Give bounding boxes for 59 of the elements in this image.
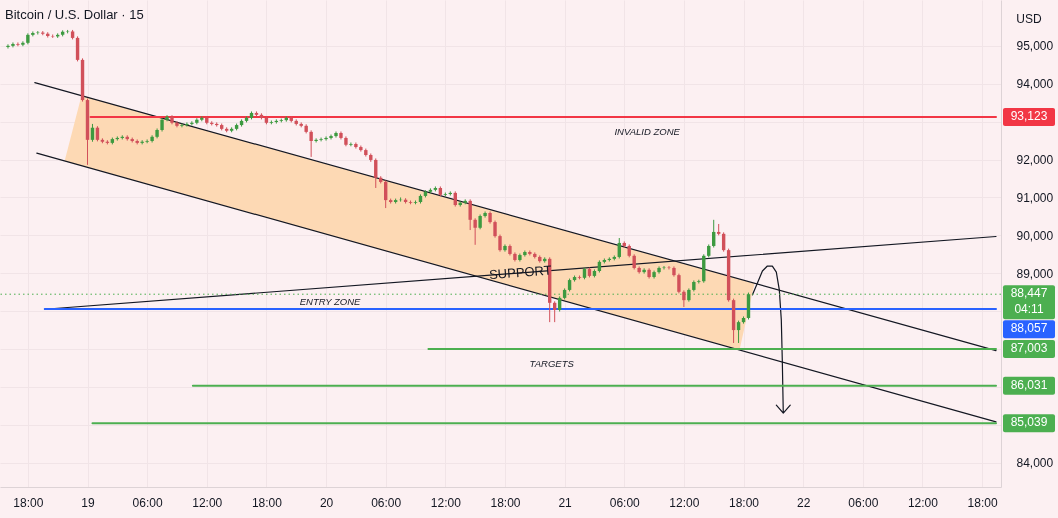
candlestick xyxy=(185,121,189,128)
candlestick xyxy=(190,120,194,126)
x-tick-label: 06:00 xyxy=(132,495,163,510)
candlestick xyxy=(314,137,318,143)
annotation: INVALID ZONE xyxy=(614,125,681,137)
candlestick xyxy=(175,120,179,128)
x-tick-label: 12:00 xyxy=(669,495,700,510)
candlestick xyxy=(11,41,15,48)
text: Bitcoin / U.S. Dollar · 15 xyxy=(5,7,144,22)
annotation: TARGETS xyxy=(529,357,575,369)
data-label: 93,123 xyxy=(1010,108,1048,123)
candlestick xyxy=(354,142,358,150)
candlestick xyxy=(21,40,25,47)
candlestick xyxy=(309,129,313,158)
candlestick xyxy=(180,123,184,128)
candlestick xyxy=(523,250,527,258)
candlestick xyxy=(642,267,646,275)
x-tick-label: 18:00 xyxy=(967,495,998,510)
x-tick-label: 06:00 xyxy=(848,495,879,510)
data-label: 85,039 xyxy=(1010,415,1048,430)
candlestick xyxy=(145,138,149,144)
candlestick xyxy=(165,114,169,122)
x-tick-label: 18:00 xyxy=(13,495,44,510)
x-tick-label: 20 xyxy=(319,495,334,510)
x-tick-label: 18:00 xyxy=(251,495,283,510)
y-tick-label: 84,000 xyxy=(1016,456,1054,471)
x-tick-label: 18:00 xyxy=(490,495,521,510)
candlestick xyxy=(324,135,328,142)
y-tick-label: 94,000 xyxy=(1016,77,1054,92)
y-tick-label: 91,000 xyxy=(1016,190,1054,205)
candlestick xyxy=(16,41,20,47)
x-tick-label: 18:00 xyxy=(729,495,760,510)
data-label: 88,057 xyxy=(1010,321,1048,336)
x-tick-label: 12:00 xyxy=(192,495,223,510)
x-tick-label: 21 xyxy=(558,495,573,510)
candlestick xyxy=(682,289,686,308)
annotation: ENTRY ZONE xyxy=(299,296,362,308)
y-tick-label: 92,000 xyxy=(1016,153,1054,168)
x-tick-label: 06:00 xyxy=(609,495,641,510)
x-tick-label: 22 xyxy=(796,495,811,510)
x-tick-label: 12:00 xyxy=(907,495,939,510)
ref-line-label: 88,447 04:11 xyxy=(1010,286,1048,317)
y-tick-label: 95,000 xyxy=(1016,39,1054,54)
data-label: 86,031 xyxy=(1010,377,1048,392)
candlestick xyxy=(503,243,507,253)
data-label: 87,003 xyxy=(1010,340,1048,355)
candlestick xyxy=(468,198,472,231)
y-tick-label: 90,000 xyxy=(1016,228,1054,243)
candlestick xyxy=(6,43,10,50)
x-tick-label: 12:00 xyxy=(430,495,462,510)
candlestick xyxy=(677,273,681,294)
candlestick xyxy=(473,217,477,246)
candlestick xyxy=(334,131,338,139)
candlestick xyxy=(657,265,661,275)
x-tick-label: 19 xyxy=(81,495,95,510)
y-tick-label: 89,000 xyxy=(1016,266,1054,281)
candlestick xyxy=(483,210,487,219)
y-axis-title: USD xyxy=(1016,12,1042,26)
x-tick-label: 06:00 xyxy=(371,495,402,510)
